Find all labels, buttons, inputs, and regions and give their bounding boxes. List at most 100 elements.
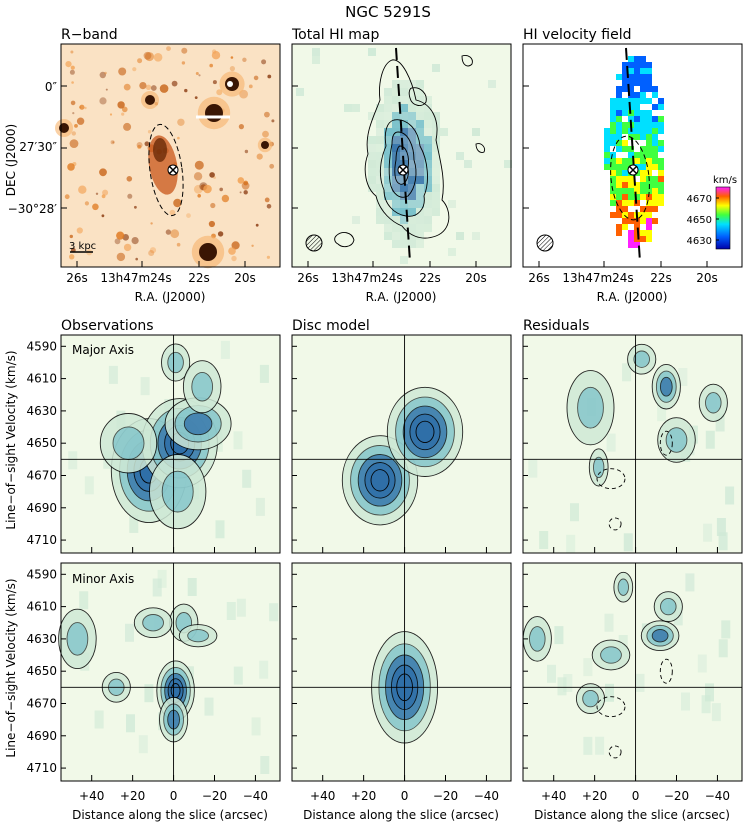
velocity-pixel bbox=[610, 104, 616, 110]
velocity-pixel bbox=[640, 134, 646, 140]
pv-contour bbox=[577, 386, 604, 429]
optical-source bbox=[184, 88, 188, 93]
top-x-tick: 20s bbox=[696, 271, 718, 285]
optical-source bbox=[65, 61, 72, 68]
hi-pixel bbox=[408, 168, 416, 176]
velocity-pixel bbox=[646, 206, 652, 212]
hi-pixel bbox=[408, 112, 416, 120]
hi-pixel bbox=[416, 104, 424, 112]
optical-source bbox=[143, 51, 152, 60]
top-x-tick: 26s bbox=[528, 271, 550, 285]
hi-pixel bbox=[416, 144, 424, 152]
pv-noise-pixel bbox=[215, 520, 225, 539]
pv-contour bbox=[415, 420, 435, 444]
hi-pixel bbox=[376, 200, 384, 208]
pv-noise-pixel bbox=[187, 578, 197, 596]
optical-source bbox=[79, 104, 85, 110]
pv-contour bbox=[705, 392, 722, 414]
velocity-pixel bbox=[616, 122, 622, 128]
optical-source bbox=[110, 140, 115, 145]
pv-panel-bg bbox=[523, 335, 742, 553]
velocity-pixel bbox=[652, 104, 658, 110]
pv-panel-major_axis-disc_model bbox=[291, 334, 512, 554]
hi-pixel bbox=[472, 232, 480, 240]
velocity-pixel bbox=[646, 128, 652, 134]
pv-noise-pixel bbox=[718, 639, 728, 658]
velocity-pixel bbox=[628, 56, 634, 62]
velfield-title: HI velocity field bbox=[523, 27, 631, 43]
optical-source bbox=[193, 184, 203, 194]
velocity-pixel bbox=[628, 62, 634, 68]
hi-pixel bbox=[392, 224, 400, 232]
velocity-pixel bbox=[622, 80, 628, 86]
hi-pixel bbox=[432, 208, 440, 216]
optical-source bbox=[230, 56, 234, 59]
velocity-pixel bbox=[634, 134, 640, 140]
colorbar-tick-4670: 4670 bbox=[687, 194, 712, 205]
optical-source bbox=[165, 229, 172, 235]
velocity-pixel bbox=[640, 218, 646, 224]
pv-noise-pixel bbox=[144, 684, 154, 703]
optical-source bbox=[266, 204, 272, 209]
velocity-pixel bbox=[634, 122, 640, 128]
optical-source bbox=[104, 71, 107, 75]
pv-x-tick-label: −20 bbox=[202, 789, 227, 803]
hi-pixel bbox=[416, 184, 424, 192]
velocity-pixel bbox=[658, 122, 664, 128]
velocity-pixel bbox=[616, 128, 622, 134]
optical-source bbox=[149, 247, 157, 254]
optical-source bbox=[210, 202, 216, 209]
himap-panel bbox=[291, 43, 512, 268]
optical-source bbox=[269, 163, 275, 169]
velocity-pixel bbox=[658, 146, 664, 152]
optical-source bbox=[212, 80, 217, 85]
velocity-pixel bbox=[616, 194, 622, 200]
hi-pixel bbox=[376, 216, 384, 224]
pv-title-model: Disc model bbox=[292, 318, 370, 334]
hi-pixel bbox=[416, 224, 424, 232]
hi-pixel bbox=[392, 184, 400, 192]
top-x-tick: 22s bbox=[650, 271, 672, 285]
optical-source bbox=[209, 172, 215, 178]
hi-pixel bbox=[296, 88, 304, 96]
velocity-pixel bbox=[634, 194, 640, 200]
optical-source bbox=[70, 50, 74, 54]
hi-pixel bbox=[400, 120, 408, 128]
optical-source bbox=[74, 124, 78, 128]
optical-source bbox=[177, 118, 185, 127]
hi-pixel bbox=[416, 168, 424, 176]
pv-contour bbox=[529, 626, 546, 652]
hi-pixel bbox=[400, 256, 408, 264]
optical-source bbox=[237, 177, 245, 184]
hi-pixel bbox=[384, 168, 392, 176]
velfield-panel: km/s 4670 4650 4630 bbox=[522, 43, 743, 268]
hi-pixel bbox=[408, 208, 416, 216]
hi-pixel bbox=[400, 192, 408, 200]
velocity-pixel bbox=[640, 158, 646, 164]
hi-pixel bbox=[400, 240, 408, 248]
velocity-pixel bbox=[610, 164, 616, 170]
hi-pixel bbox=[384, 96, 392, 104]
velocity-pixel bbox=[622, 68, 628, 74]
velocity-pixel bbox=[616, 188, 622, 194]
velocity-pixel bbox=[610, 188, 616, 194]
velocity-pixel bbox=[610, 140, 616, 146]
pv-x-tick-label: 0 bbox=[632, 789, 640, 803]
optical-source bbox=[217, 231, 224, 237]
velocity-pixel bbox=[652, 206, 658, 212]
pv-noise-pixel bbox=[108, 365, 118, 384]
optical-source bbox=[177, 136, 180, 140]
velocity-pixel bbox=[658, 140, 664, 146]
velocity-pixel bbox=[634, 98, 640, 104]
velocity-pixel bbox=[658, 164, 664, 170]
velocity-pixel bbox=[622, 122, 628, 128]
hi-pixel bbox=[368, 160, 376, 168]
hi-pixel bbox=[504, 160, 512, 168]
pv-noise-pixel bbox=[703, 523, 713, 542]
velocity-pixel bbox=[622, 164, 628, 170]
velocity-pixel bbox=[640, 146, 646, 152]
pv-contour bbox=[187, 629, 209, 643]
optical-source bbox=[122, 106, 128, 113]
hi-pixel bbox=[440, 128, 448, 136]
hi-pixel bbox=[408, 200, 416, 208]
